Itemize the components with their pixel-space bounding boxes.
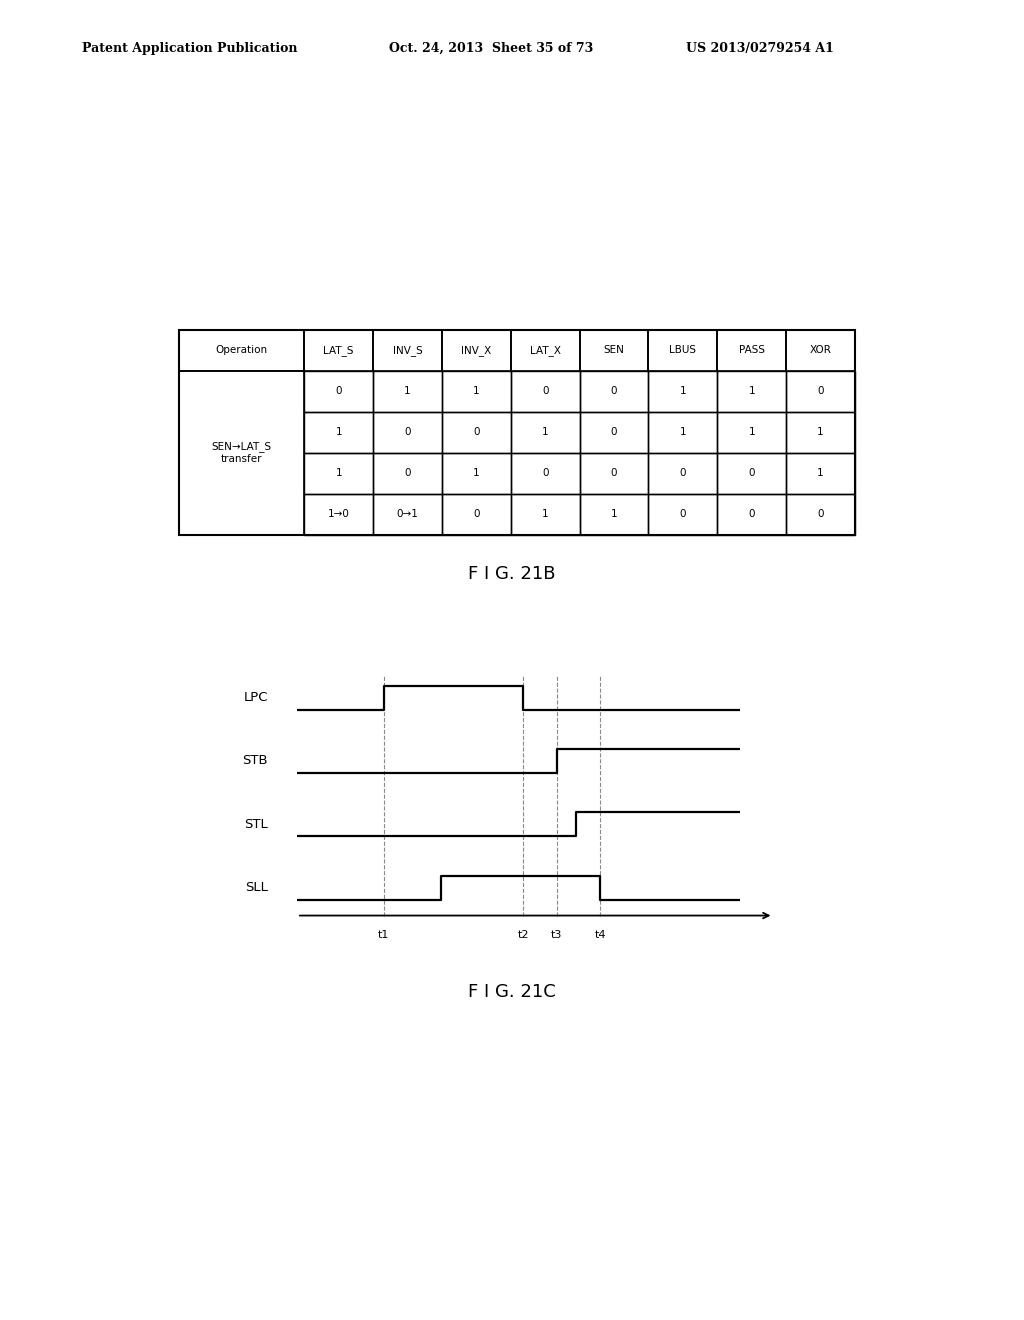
Text: PASS: PASS xyxy=(738,346,765,355)
Text: 0: 0 xyxy=(680,469,686,478)
Bar xyxy=(648,453,718,494)
Bar xyxy=(179,330,304,371)
Text: t1: t1 xyxy=(378,931,389,940)
Text: 1: 1 xyxy=(749,387,755,396)
Bar xyxy=(786,412,855,453)
Text: 1: 1 xyxy=(749,428,755,437)
Bar xyxy=(373,371,442,412)
Text: 1: 1 xyxy=(542,510,549,519)
Bar xyxy=(304,330,373,371)
Bar xyxy=(304,371,373,412)
Bar xyxy=(786,371,855,412)
Bar xyxy=(648,494,718,535)
Bar xyxy=(442,330,511,371)
Text: 0: 0 xyxy=(749,469,755,478)
Bar xyxy=(373,412,442,453)
Text: F I G. 21B: F I G. 21B xyxy=(468,565,556,583)
Text: 0: 0 xyxy=(404,469,411,478)
Text: Patent Application Publication: Patent Application Publication xyxy=(82,42,297,55)
Text: 1: 1 xyxy=(610,510,617,519)
Text: LBUS: LBUS xyxy=(670,346,696,355)
Text: SEN→LAT_S
transfer: SEN→LAT_S transfer xyxy=(212,441,271,465)
Bar xyxy=(511,412,580,453)
Bar xyxy=(511,371,580,412)
Text: 1: 1 xyxy=(817,469,824,478)
Bar xyxy=(511,330,580,371)
Text: 1: 1 xyxy=(473,387,479,396)
Text: 0: 0 xyxy=(610,387,617,396)
Bar xyxy=(580,330,648,371)
Text: US 2013/0279254 A1: US 2013/0279254 A1 xyxy=(686,42,834,55)
Text: STL: STL xyxy=(245,818,268,830)
Text: 1: 1 xyxy=(680,387,686,396)
Bar xyxy=(304,412,373,453)
Text: INV_S: INV_S xyxy=(392,345,422,356)
Bar xyxy=(786,330,855,371)
Text: 1: 1 xyxy=(335,469,342,478)
Bar xyxy=(580,371,648,412)
Bar xyxy=(442,412,511,453)
Text: SEN: SEN xyxy=(603,346,625,355)
Text: 0: 0 xyxy=(680,510,686,519)
Text: 1→0: 1→0 xyxy=(328,510,349,519)
Bar xyxy=(373,494,442,535)
Text: 0: 0 xyxy=(542,469,549,478)
Bar xyxy=(373,330,442,371)
Text: XOR: XOR xyxy=(810,346,831,355)
Bar xyxy=(718,412,786,453)
Bar xyxy=(718,453,786,494)
Text: 1: 1 xyxy=(404,387,411,396)
Bar xyxy=(442,371,511,412)
Bar xyxy=(580,494,648,535)
Text: 1: 1 xyxy=(335,428,342,437)
Bar xyxy=(580,453,648,494)
Text: Oct. 24, 2013  Sheet 35 of 73: Oct. 24, 2013 Sheet 35 of 73 xyxy=(389,42,593,55)
Text: 1: 1 xyxy=(680,428,686,437)
Text: Operation: Operation xyxy=(216,346,268,355)
Text: 0: 0 xyxy=(817,510,824,519)
Text: INV_X: INV_X xyxy=(461,345,492,356)
Bar xyxy=(511,494,580,535)
Text: 0: 0 xyxy=(610,469,617,478)
Text: 0: 0 xyxy=(404,428,411,437)
Text: LAT_X: LAT_X xyxy=(529,345,561,356)
Text: 0→1: 0→1 xyxy=(396,510,419,519)
Text: 1: 1 xyxy=(473,469,479,478)
Text: SLL: SLL xyxy=(245,882,268,894)
Text: LPC: LPC xyxy=(244,692,268,704)
Bar xyxy=(373,453,442,494)
Text: t4: t4 xyxy=(594,931,606,940)
Text: STB: STB xyxy=(243,755,268,767)
Bar xyxy=(718,330,786,371)
Bar xyxy=(580,412,648,453)
Bar xyxy=(179,371,304,535)
Bar xyxy=(718,371,786,412)
Text: 0: 0 xyxy=(473,510,479,519)
Bar xyxy=(786,494,855,535)
Text: t3: t3 xyxy=(551,931,562,940)
Text: 0: 0 xyxy=(817,387,824,396)
Bar xyxy=(648,330,718,371)
Text: 0: 0 xyxy=(336,387,342,396)
Bar xyxy=(718,494,786,535)
Text: 1: 1 xyxy=(542,428,549,437)
Bar xyxy=(442,453,511,494)
Text: LAT_S: LAT_S xyxy=(324,345,354,356)
Bar xyxy=(304,494,373,535)
Bar xyxy=(511,453,580,494)
Text: t2: t2 xyxy=(517,931,529,940)
Text: F I G. 21C: F I G. 21C xyxy=(468,983,556,1002)
Text: 0: 0 xyxy=(749,510,755,519)
Text: 0: 0 xyxy=(542,387,549,396)
Text: 0: 0 xyxy=(473,428,479,437)
Bar xyxy=(786,453,855,494)
Bar xyxy=(304,453,373,494)
Text: 1: 1 xyxy=(817,428,824,437)
Text: 0: 0 xyxy=(610,428,617,437)
Bar xyxy=(648,371,718,412)
Bar xyxy=(648,412,718,453)
Bar xyxy=(442,494,511,535)
